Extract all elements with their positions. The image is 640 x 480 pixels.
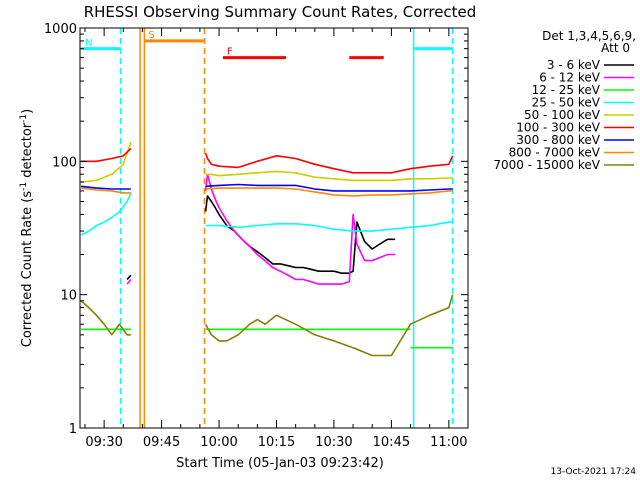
series-line-7000-15000-kev (204, 294, 454, 357)
y-axis-label-mid: detector (20, 122, 35, 182)
x-tick-label: 09:30 (85, 435, 122, 450)
state-label-s: S (148, 30, 154, 41)
legend-label-25-50-kev: 25 - 50 keV (532, 96, 601, 110)
series-line-100-300-kev (204, 152, 454, 174)
series-line-3-6-kev (204, 195, 396, 275)
x-tick-label: 09:45 (143, 435, 180, 450)
series-line-300-800-kev (81, 185, 131, 190)
y-axis-label-main: Corrected Count Rate (s (20, 191, 35, 348)
series-line-50-100-kev (81, 141, 132, 183)
y-axis-label: Corrected Count Rate (s-1 detector-1) (19, 109, 35, 347)
series-line-50-100-kev (205, 170, 453, 182)
x-tick-label: 10:45 (373, 435, 410, 450)
legend-label-6-12-kev: 6 - 12 keV (539, 71, 601, 85)
series-line-6-12-kev (126, 278, 132, 285)
y-axis-label-sup1: -1 (19, 182, 29, 191)
legend-label-7000-15000-kev: 7000 - 15000 keV (493, 158, 600, 172)
series-line-7000-15000-kev (80, 300, 131, 336)
series-line-25-50-kev (80, 192, 132, 236)
legend-label-300-800-kev: 300 - 800 keV (516, 133, 600, 147)
x-tick-label: 10:30 (315, 435, 352, 450)
y-axis-label-end: ) (20, 109, 35, 114)
legend-label-3-6-kev: 3 - 6 keV (547, 58, 601, 72)
y-axis: 1 10 100 1000 (44, 22, 468, 437)
x-tick-label: 11:00 (430, 435, 467, 450)
y-tick-label: 100 (52, 155, 77, 170)
series-group (80, 141, 454, 357)
y-tick-label: 10 (60, 289, 77, 304)
state-label-n: N (85, 38, 92, 49)
series-line-800-7000-kev (205, 187, 453, 197)
legend-label-800-7000-kev: 800 - 7000 keV (509, 146, 601, 160)
series-line-800-7000-kev (81, 187, 131, 194)
legend-label-50-100-kev: 50 - 100 keV (524, 108, 601, 122)
legend-header-line-2: Att 0 (601, 41, 630, 55)
state-markers: N S F (81, 28, 454, 428)
plot-frame (79, 27, 469, 429)
x-axis-label: Start Time (05-Jan-03 09:23:42) (176, 456, 384, 471)
x-axis: 09:30 09:45 10:00 10:15 10:30 10:45 11:00 (84, 28, 469, 450)
legend-label-12-25-kev: 12 - 25 keV (532, 83, 601, 97)
y-tick-label: 1 (69, 422, 77, 437)
series-line-100-300-kev (81, 147, 132, 163)
legend-label-100-300-kev: 100 - 300 keV (516, 121, 600, 135)
series-line-300-800-kev (205, 183, 453, 192)
x-tick-label: 10:00 (200, 435, 237, 450)
x-tick-label: 10:15 (258, 435, 295, 450)
chart-title: RHESSI Observing Summary Count Rates, Co… (84, 3, 477, 21)
series-line-6-12-kev (204, 173, 396, 285)
series-line-3-6-kev (126, 274, 132, 281)
footer-timestamp: 13-Oct-2021 17:24 (551, 467, 637, 477)
y-axis-label-sup2: -1 (19, 114, 29, 123)
series-line-25-50-kev (205, 221, 453, 232)
state-label-f: F (227, 47, 233, 58)
legend-header-line-1: Det 1,3,4,5,6,9, (542, 29, 636, 43)
y-tick-label: 1000 (44, 22, 77, 37)
